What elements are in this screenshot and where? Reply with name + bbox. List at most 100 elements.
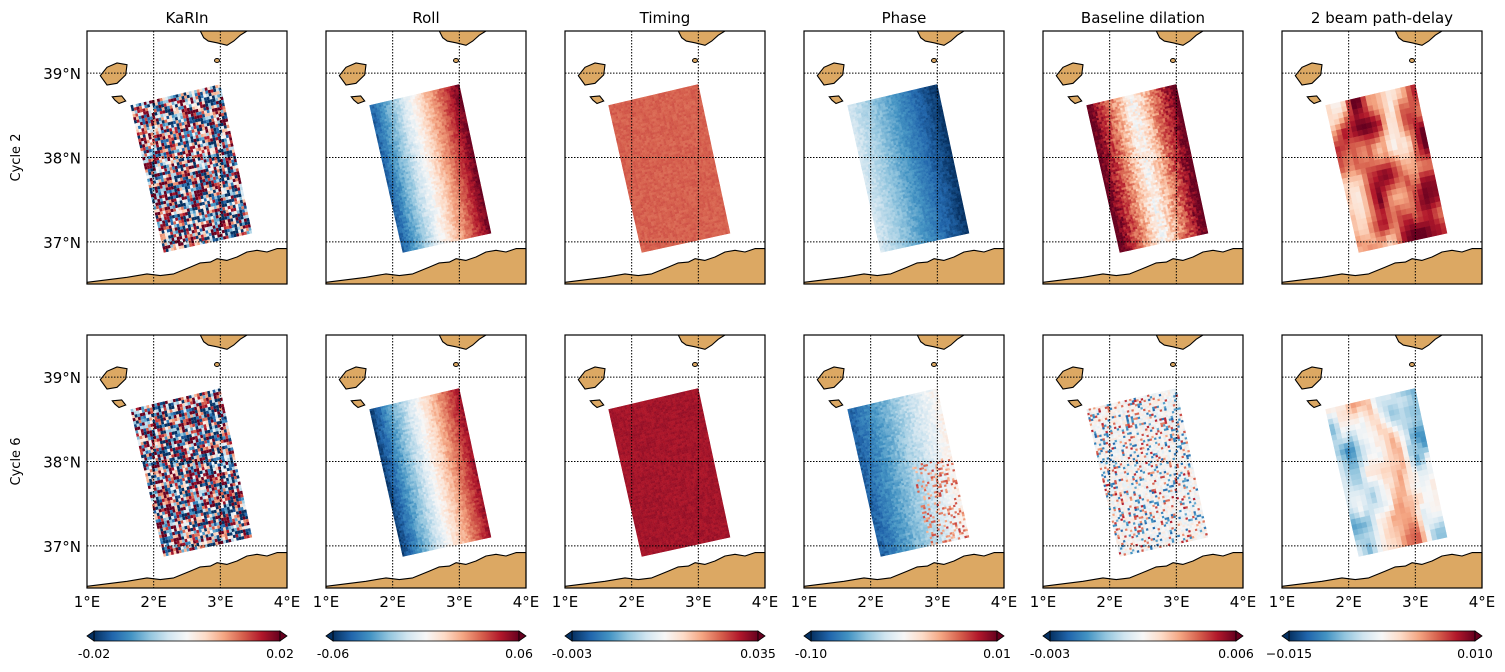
row-label: Cycle 6	[9, 438, 24, 486]
panel-frame	[325, 334, 527, 589]
x-tick-label: 3°E	[446, 593, 473, 611]
y-tick-label: 39°N	[43, 369, 81, 387]
swath	[130, 388, 253, 557]
colorbar-extend-high	[279, 630, 288, 642]
colorbar-body	[1288, 630, 1476, 642]
colorbar-max-label: 0.02	[266, 646, 294, 661]
colorbar-6: −0.015 0.010	[1266, 630, 1493, 661]
panel-2-row-2	[325, 334, 527, 589]
colorbar-extend-high	[757, 630, 766, 642]
land-mallorca	[438, 334, 488, 350]
x-tick-label: 3°E	[207, 593, 234, 611]
land-ibiza	[99, 366, 128, 390]
column-title: Timing	[639, 9, 691, 27]
land-ibiza	[577, 62, 606, 86]
colorbar-max-label: 0.006	[1218, 646, 1254, 661]
swath	[1325, 388, 1448, 557]
land-formentera	[1067, 95, 1083, 105]
panel-frame	[86, 30, 288, 285]
panel-frame	[1042, 334, 1244, 589]
land-cabrera	[931, 58, 937, 63]
panel-frame	[1281, 30, 1483, 285]
panel-frame	[564, 334, 766, 589]
swath	[1086, 388, 1209, 557]
land-mallorca	[677, 30, 727, 46]
panel-1-row-1	[86, 30, 288, 285]
colorbar-5: -0.003 0.006	[1030, 630, 1254, 661]
row-label: Cycle 2	[9, 134, 24, 182]
swath	[369, 388, 492, 557]
column-title: Baseline dilation	[1081, 9, 1205, 27]
panel-3-row-2	[564, 334, 766, 589]
swath	[847, 388, 970, 557]
land-cabrera	[1170, 58, 1176, 63]
colorbar-extend-low	[1281, 630, 1290, 642]
x-tick-label: 3°E	[924, 593, 951, 611]
colorbar-2: -0.06 0.06	[317, 630, 533, 661]
panel-2-row-1	[325, 30, 527, 285]
x-tick-label: 1°E	[74, 593, 101, 611]
land-coast	[1281, 552, 1483, 589]
x-tick-label: 4°E	[752, 593, 779, 611]
land-coast	[803, 552, 1005, 589]
colorbar-extend-low	[1042, 630, 1051, 642]
land-coast	[86, 248, 288, 285]
swath	[608, 84, 731, 253]
colorbar-extend-low	[803, 630, 812, 642]
panel-frame	[325, 30, 527, 285]
land-cabrera	[1409, 362, 1415, 367]
land-mallorca	[199, 334, 249, 350]
land-mallorca	[677, 334, 727, 350]
x-tick-label: 2°E	[857, 593, 884, 611]
colorbar-max-label: 0.010	[1457, 646, 1493, 661]
land-mallorca	[1155, 30, 1205, 46]
land-mallorca	[199, 30, 249, 46]
land-cabrera	[692, 58, 698, 63]
colorbar-min-label: −0.015	[1266, 646, 1312, 661]
x-tick-label: 4°E	[1469, 593, 1496, 611]
colorbar-3: -0.003 0.035	[552, 630, 776, 661]
y-tick-label: 38°N	[43, 454, 81, 472]
land-mallorca	[916, 334, 966, 350]
land-coast	[325, 248, 527, 285]
land-coast	[564, 248, 766, 285]
panel-5-row-1	[1042, 30, 1244, 285]
x-tick-label: 1°E	[791, 593, 818, 611]
land-mallorca	[1394, 334, 1444, 350]
land-mallorca	[1155, 334, 1205, 350]
colorbar-extend-high	[1474, 630, 1483, 642]
colorbar-extend-high	[518, 630, 527, 642]
x-tick-label: 2°E	[140, 593, 167, 611]
panel-frame	[1281, 334, 1483, 589]
land-cabrera	[453, 58, 459, 63]
x-tick-label: 3°E	[1163, 593, 1190, 611]
colorbar-body	[332, 630, 520, 642]
x-tick-label: 1°E	[313, 593, 340, 611]
land-ibiza	[577, 366, 606, 390]
land-cabrera	[1170, 362, 1176, 367]
panel-frame	[803, 30, 1005, 285]
panel-6-row-2	[1281, 334, 1483, 589]
x-tick-label: 4°E	[513, 593, 540, 611]
colorbar-extend-low	[325, 630, 334, 642]
swath	[847, 84, 970, 253]
land-ibiza	[816, 366, 845, 390]
land-coast	[803, 248, 1005, 285]
land-formentera	[350, 95, 366, 105]
y-tick-label: 37°N	[43, 538, 81, 556]
land-coast	[325, 552, 527, 589]
land-ibiza	[338, 366, 367, 390]
swath	[130, 84, 253, 253]
swath	[369, 84, 492, 253]
colorbar-min-label: -0.10	[795, 646, 827, 661]
colorbar-body	[93, 630, 281, 642]
land-ibiza	[816, 62, 845, 86]
colorbar-body	[571, 630, 759, 642]
land-coast	[564, 552, 766, 589]
column-title: 2 beam path-delay	[1311, 9, 1453, 27]
panel-5-row-2	[1042, 334, 1244, 589]
colorbar-max-label: 0.035	[740, 646, 776, 661]
land-mallorca	[916, 30, 966, 46]
land-formentera	[828, 399, 844, 409]
